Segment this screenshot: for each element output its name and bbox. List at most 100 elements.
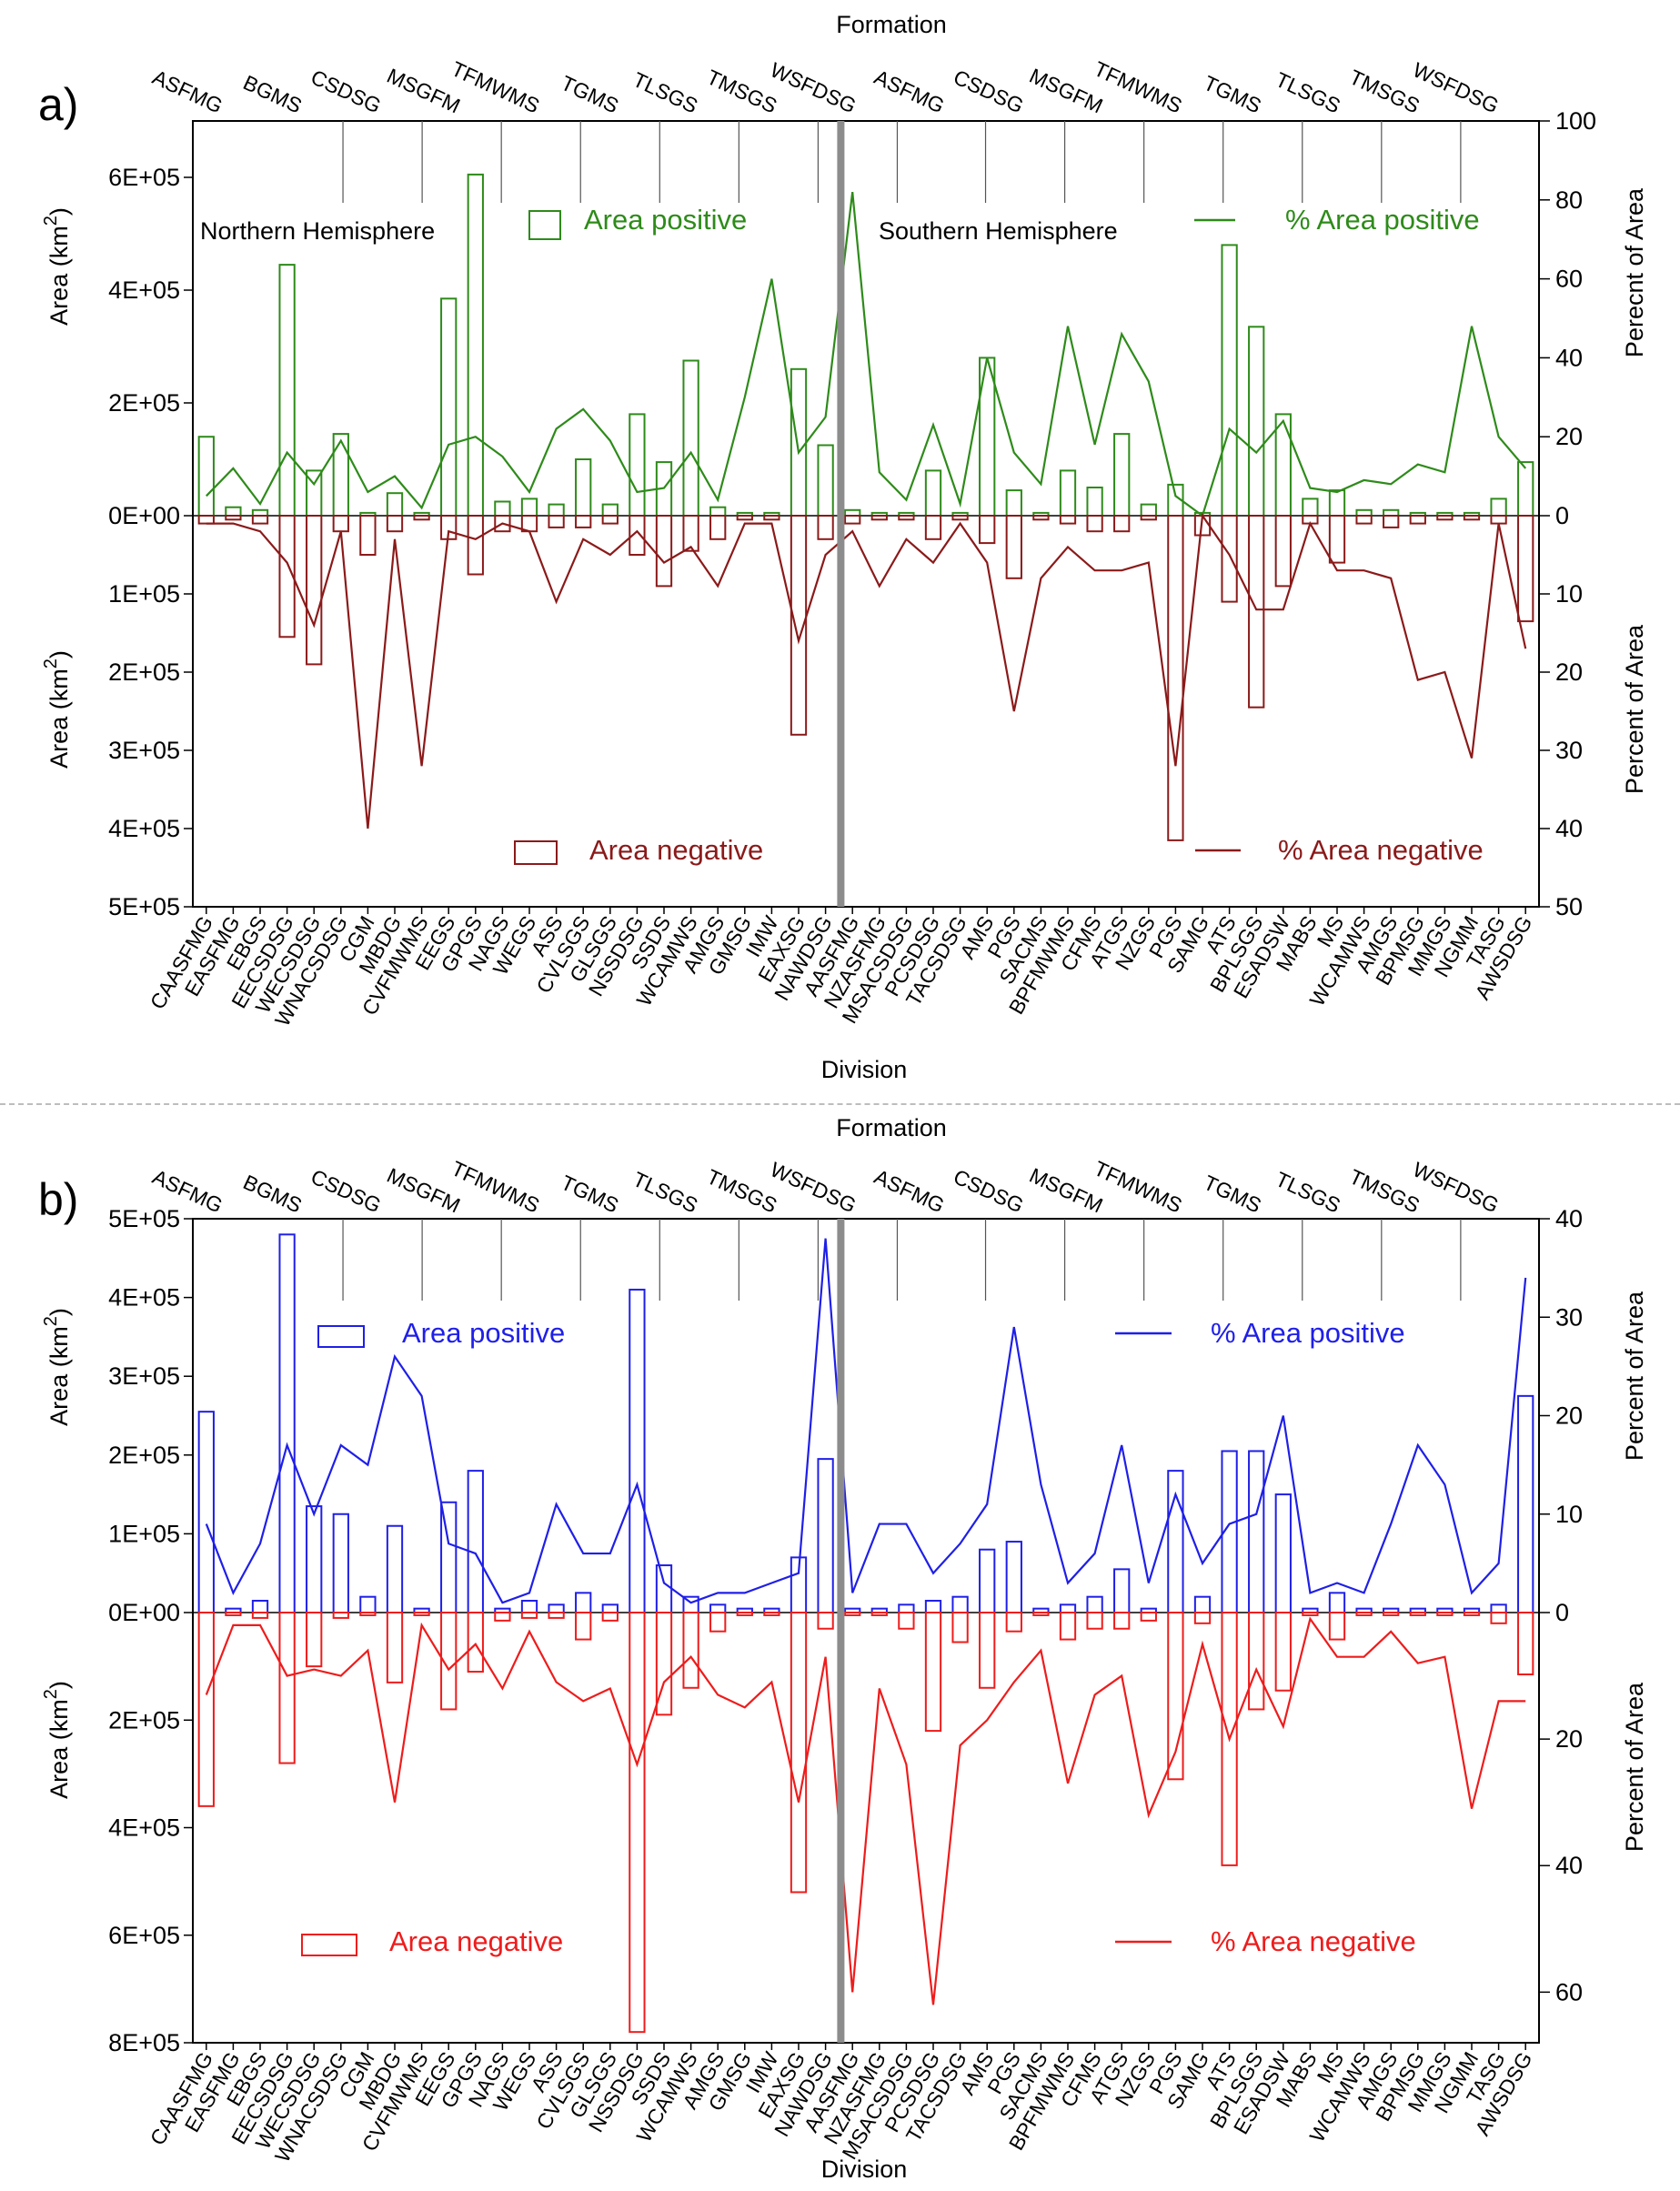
bar-area-negative	[924, 515, 942, 540]
left-tick-label: 0E+00	[108, 502, 180, 529]
right-tick-label: 40	[1555, 344, 1583, 371]
panel-divider	[0, 1103, 1680, 1105]
plot-frame	[192, 120, 1540, 908]
bar-area-negative	[1032, 515, 1050, 521]
bar-area-negative	[1032, 1612, 1050, 1616]
bar-area-positive	[1248, 1450, 1265, 1613]
formation-axis-title: Formation	[836, 1114, 947, 1141]
left-axis-title-bottom: Area (km2)	[41, 650, 73, 769]
bar-area-negative	[1436, 1612, 1454, 1616]
right-tick-label: 20	[1555, 1402, 1583, 1430]
left-axis-title-top: Area (km2)	[41, 1308, 73, 1426]
bar-area-negative	[601, 1612, 619, 1622]
bar-area-negative	[709, 1612, 727, 1633]
bar-area-negative	[790, 515, 808, 736]
bar-area-positive	[709, 506, 727, 518]
right-axis-title-top: Percent of Area	[1621, 1291, 1648, 1461]
bar-area-negative	[1113, 1612, 1131, 1630]
right-tick-label: 20	[1555, 423, 1583, 450]
bar-area-positive	[1059, 469, 1077, 518]
left-tick-label: 4E+05	[108, 1284, 180, 1312]
legend-swatch-area-positive	[528, 210, 561, 240]
right-tick-label: 80	[1555, 186, 1583, 214]
bar-area-negative	[736, 515, 753, 521]
bar-area-positive	[1113, 1568, 1131, 1613]
bar-area-negative	[870, 515, 888, 521]
bar-area-negative	[1059, 1612, 1077, 1641]
legend-label-percent-negative: % Area negative	[1211, 1925, 1416, 1957]
bar-area-negative	[763, 1612, 780, 1616]
left-tick-label: 1E+05	[108, 580, 180, 608]
bar-area-negative	[1193, 1612, 1212, 1624]
bar-area-positive	[548, 503, 565, 517]
right-tick-label: 10	[1555, 580, 1583, 608]
bar-area-negative	[682, 1612, 699, 1689]
bar-area-positive	[1140, 503, 1157, 517]
bar-area-positive	[629, 1288, 646, 1613]
bar-area-negative	[1383, 1612, 1400, 1616]
bar-area-positive	[790, 367, 808, 517]
bar-area-positive	[1086, 487, 1103, 517]
right-axis-title-bottom: Percent of Area	[1621, 1682, 1648, 1852]
bar-area-positive	[197, 436, 215, 518]
bar-area-negative	[1274, 1612, 1292, 1692]
bar-area-negative	[1490, 1612, 1507, 1624]
bar-area-negative	[682, 515, 699, 552]
bar-area-positive	[1059, 1603, 1077, 1614]
formation-label: WSFDSG	[767, 57, 860, 117]
legend-label-area-negative: Area negative	[389, 1925, 563, 1957]
formation-label: TFMWMS	[1091, 1156, 1186, 1217]
formation-label: TLSGS	[1272, 67, 1343, 117]
formation-label: TFMWMS	[448, 1156, 543, 1217]
bar-area-negative	[898, 1612, 915, 1630]
bar-area-positive	[655, 1564, 673, 1614]
bar-area-positive	[629, 413, 646, 517]
formation-label: TLSGS	[1272, 1167, 1343, 1217]
bar-area-negative	[1463, 515, 1481, 521]
bar-area-negative	[494, 1612, 511, 1622]
bar-area-positive	[494, 500, 511, 517]
bar-area-negative	[1167, 515, 1184, 841]
bar-area-positive	[225, 506, 242, 518]
bar-area-positive	[709, 1603, 727, 1614]
bar-area-negative	[1409, 515, 1426, 525]
bar-area-negative	[1086, 1612, 1103, 1630]
bar-area-negative	[870, 1612, 888, 1616]
bar-area-negative	[251, 515, 269, 525]
bar-area-positive	[817, 1458, 834, 1613]
right-tick-label: 30	[1555, 1303, 1583, 1331]
bar-area-positive	[520, 1600, 538, 1614]
right-axis-title-bottom: Percent of Area	[1621, 624, 1648, 794]
bar-area-negative	[575, 515, 592, 528]
formation-axis-title: Formation	[836, 11, 947, 38]
bar-area-positive	[898, 1603, 915, 1614]
bar-area-positive	[1193, 1595, 1212, 1613]
bar-area-positive	[440, 297, 458, 517]
bar-area-positive	[306, 1505, 323, 1613]
formation-label: TLSGS	[629, 1167, 701, 1217]
bar-area-negative	[736, 1612, 753, 1616]
bar-area-negative	[1221, 1612, 1238, 1866]
formation-label: ASFMG	[149, 65, 226, 117]
bar-area-positive	[601, 503, 619, 517]
bar-area-positive	[1005, 1541, 1022, 1613]
bar-area-negative	[844, 515, 861, 525]
left-tick-label: 4E+05	[108, 815, 180, 842]
bar-area-positive	[332, 1513, 349, 1613]
legend-label-area-negative: Area negative	[589, 834, 763, 866]
bar-area-negative	[332, 1612, 349, 1619]
bar-area-negative	[467, 515, 484, 576]
bar-area-positive	[359, 1595, 377, 1613]
bar-area-positive	[1086, 1595, 1103, 1613]
right-tick-label: 40	[1555, 1205, 1583, 1232]
line-percent-area-positive	[206, 191, 1527, 518]
bar-area-positive	[520, 497, 538, 518]
bar-area-negative	[979, 515, 996, 545]
bar-area-negative	[709, 515, 727, 540]
bar-area-negative	[306, 515, 323, 666]
bar-area-negative	[1221, 515, 1238, 603]
bar-area-negative	[413, 515, 430, 521]
left-tick-label: 5E+05	[108, 893, 180, 920]
bar-area-positive	[924, 469, 942, 518]
